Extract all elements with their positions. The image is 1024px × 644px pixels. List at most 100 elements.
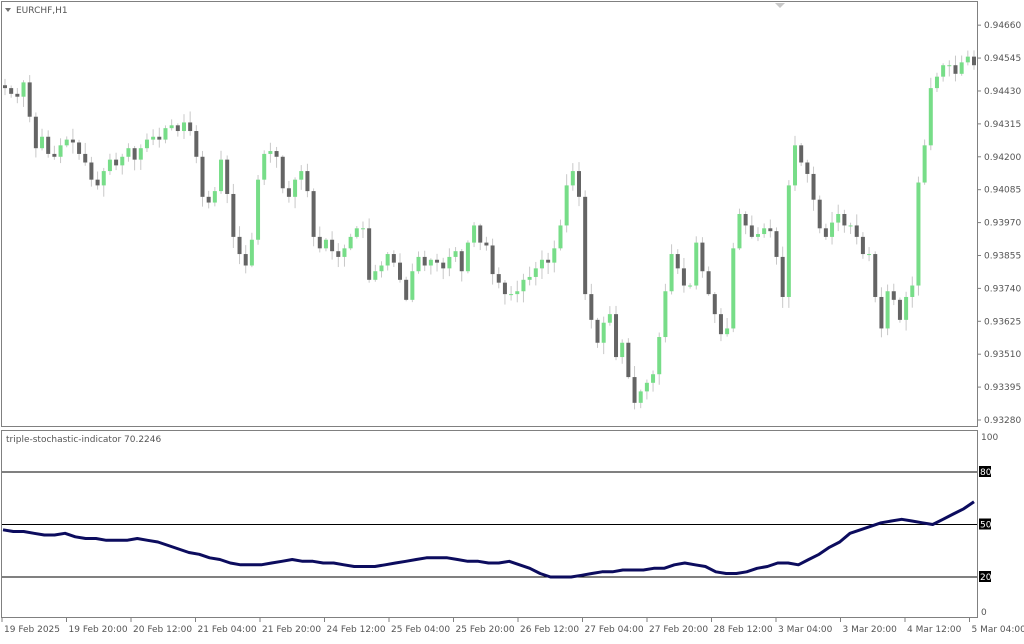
- time-tick-label: 21 Feb 04:00: [198, 625, 257, 635]
- bear-candle: [812, 174, 816, 200]
- bull-candle: [762, 228, 766, 234]
- bull-candle: [910, 286, 914, 297]
- bull-candle: [108, 160, 112, 171]
- bear-candle: [577, 171, 581, 197]
- bear-candle: [281, 157, 285, 188]
- bear-candle: [330, 240, 334, 251]
- bear-candle: [744, 214, 748, 225]
- bull-candle: [386, 254, 390, 265]
- bull-candle: [947, 65, 951, 66]
- time-tick-label: 20 Feb 12:00: [133, 625, 192, 635]
- price-tick-label: 0.94200: [984, 153, 1021, 163]
- bear-candle: [546, 260, 550, 263]
- bear-candle: [898, 300, 902, 320]
- bear-candle: [707, 271, 711, 294]
- price-tick-label: 0.93970: [984, 219, 1021, 229]
- bull-candle: [417, 257, 421, 271]
- bear-candle: [3, 85, 7, 88]
- price-tick-label: 0.94315: [984, 120, 1021, 130]
- bear-candle: [768, 228, 772, 231]
- bear-candle: [583, 197, 587, 294]
- level-label: 20: [980, 573, 992, 583]
- price-tick-label: 0.94085: [984, 186, 1021, 196]
- bear-candle: [596, 320, 600, 343]
- bull-candle: [521, 280, 525, 291]
- price-axis: 0.946600.945450.944300.943150.942000.940…: [977, 21, 1021, 426]
- bear-candle: [305, 171, 309, 191]
- bull-candle: [262, 154, 266, 180]
- time-tick-label: 4 Mar 12:00: [907, 625, 962, 635]
- bear-candle: [589, 294, 593, 320]
- bull-candle: [608, 314, 612, 323]
- bull-candle: [552, 248, 556, 262]
- bull-candle: [256, 180, 260, 240]
- bull-candle: [126, 148, 130, 157]
- bull-candle: [429, 260, 433, 266]
- indicator-tick-label: 100: [981, 433, 998, 443]
- bear-candle: [46, 137, 50, 154]
- bear-candle: [77, 142, 81, 153]
- bear-candle: [818, 200, 822, 229]
- bear-candle: [201, 157, 205, 197]
- bear-candle: [700, 243, 704, 272]
- bull-candle: [466, 243, 470, 272]
- bull-candle: [960, 62, 964, 73]
- bull-candle: [515, 291, 519, 294]
- level-label: 50: [980, 521, 992, 531]
- bear-candle: [194, 131, 198, 157]
- bull-candle: [737, 214, 741, 248]
- bear-candle: [231, 194, 235, 237]
- bull-candle: [565, 185, 569, 225]
- bull-candle: [787, 185, 791, 297]
- bear-candle: [404, 280, 408, 300]
- bull-candle: [22, 82, 26, 96]
- bull-candle: [836, 214, 840, 223]
- bull-candle: [620, 343, 624, 357]
- bull-candle: [293, 180, 297, 197]
- time-tick-label: 3 Mar 20:00: [843, 625, 898, 635]
- price-tick-label: 0.93740: [984, 284, 1021, 294]
- bear-candle: [879, 297, 883, 328]
- time-tick-label: 26 Feb 12:00: [520, 625, 579, 635]
- bear-candle: [713, 294, 717, 314]
- bear-candle: [157, 137, 161, 140]
- bull-candle: [355, 228, 359, 237]
- time-tick-label: 3 Mar 04:00: [778, 625, 833, 635]
- bull-candle: [509, 294, 513, 295]
- bear-candle: [873, 254, 877, 297]
- bull-candle: [454, 251, 458, 257]
- bear-candle: [460, 251, 464, 271]
- bear-candle: [750, 225, 754, 236]
- bear-candle: [774, 231, 778, 257]
- bear-candle: [861, 237, 865, 254]
- bear-candle: [892, 291, 896, 300]
- bull-candle: [756, 234, 760, 237]
- bull-candle: [571, 171, 575, 185]
- bear-candle: [318, 237, 322, 248]
- bull-candle: [534, 268, 538, 277]
- bear-candle: [52, 154, 56, 157]
- bull-candle: [923, 145, 927, 182]
- bear-candle: [28, 82, 32, 116]
- bull-candle: [793, 145, 797, 185]
- bear-candle: [207, 197, 211, 203]
- time-tick-label: 27 Feb 04:00: [585, 625, 644, 635]
- bear-candle: [398, 263, 402, 280]
- bear-candle: [626, 343, 630, 377]
- bear-candle: [244, 254, 248, 265]
- bull-candle: [151, 137, 155, 140]
- bull-candle: [102, 171, 106, 185]
- bull-candle: [916, 183, 920, 286]
- bull-candle: [219, 160, 223, 191]
- bull-candle: [849, 225, 853, 226]
- bull-candle: [639, 391, 643, 402]
- bear-candle: [503, 283, 507, 294]
- bull-candle: [886, 291, 890, 328]
- bull-candle: [645, 383, 649, 392]
- bear-candle: [225, 160, 229, 194]
- bull-candle: [163, 128, 167, 139]
- bull-candle: [941, 65, 945, 76]
- bear-candle: [805, 163, 809, 174]
- bear-candle: [484, 243, 488, 246]
- bear-candle: [824, 228, 828, 237]
